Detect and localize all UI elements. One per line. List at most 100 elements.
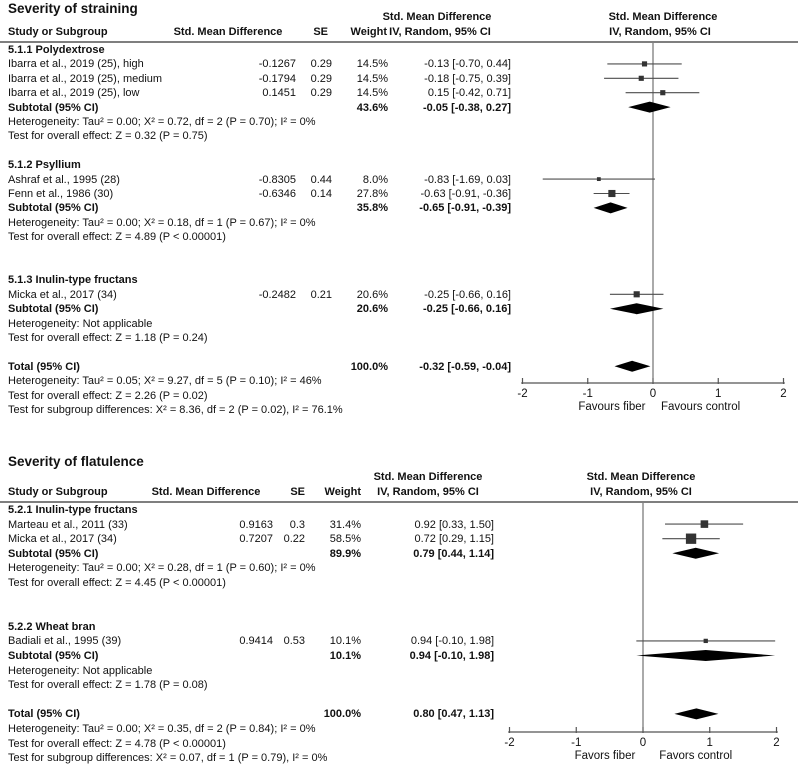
- study-marker: [596, 177, 601, 182]
- smd-value: -0.8305: [258, 173, 296, 186]
- weight-value: 35.8%: [356, 202, 388, 215]
- axis-tick-label: 2: [773, 737, 779, 749]
- study-marker: [641, 61, 648, 67]
- se-value: 0.3: [289, 518, 305, 531]
- study-label: Micka et al., 2017 (34): [8, 288, 117, 301]
- note-label: Heterogeneity: Tau² = 0.00; X² = 0.72, d…: [8, 116, 316, 128]
- study-label: Ashraf et al., 1995 (28): [8, 173, 120, 186]
- note-label: Test for overall effect: Z = 1.18 (P = 0…: [8, 332, 208, 344]
- axis-tick-label: -1: [583, 388, 593, 400]
- pooled-diamond: [672, 547, 720, 559]
- favours-right-label: Favours control: [661, 401, 740, 413]
- note-label: Test for overall effect: Z = 4.89 (P < 0…: [8, 231, 226, 244]
- smd-value: -0.1794: [258, 72, 296, 85]
- axis-tick-label: 2: [780, 388, 786, 400]
- pooled-diamond: [628, 101, 671, 113]
- axis-tick-label: 1: [715, 388, 721, 400]
- weight-value: 89.9%: [329, 547, 361, 560]
- axis-tick-label: 1: [707, 737, 713, 749]
- plot1-col-header-study: Study or Subgroup: [8, 26, 108, 38]
- weight-value: 10.1%: [329, 635, 361, 648]
- axis-tick-label: -2: [517, 388, 527, 400]
- section-label: 5.1.3 Inulin-type fructans: [8, 274, 138, 287]
- ci-value: -0.25 [-0.66, 0.16]: [424, 288, 511, 301]
- ci-value: 0.79 [0.44, 1.14]: [413, 547, 494, 560]
- plot2-header-rule: [0, 501, 798, 503]
- note-label: Test for overall effect: Z = 4.78 (P < 0…: [8, 737, 226, 750]
- plot1-col-header-se: SE: [313, 26, 328, 38]
- study-marker: [638, 75, 644, 81]
- se-value: 0.29: [310, 72, 332, 85]
- study-label: Ibarra et al., 2019 (25), low: [8, 87, 140, 100]
- ci-value: -0.05 [-0.38, 0.27]: [422, 101, 511, 114]
- se-value: 0.44: [310, 173, 332, 186]
- plot1-effect-col-header: Std. Mean Difference: [382, 11, 492, 23]
- plot2-effect-col-header: Std. Mean Difference: [373, 471, 483, 483]
- smd-value: 0.9163: [239, 518, 273, 531]
- axis-tick-label: 0: [650, 388, 656, 400]
- weight-value: 8.0%: [362, 173, 388, 186]
- section-label: 5.1.1 Polydextrose: [8, 44, 105, 56]
- section-label: 5.1.2 Psyllium: [8, 159, 81, 172]
- note-label: Test for overall effect: Z = 0.32 (P = 0…: [8, 130, 208, 143]
- pooled-diamond: [593, 202, 628, 214]
- section-label: 5.2.2 Wheat bran: [8, 620, 96, 633]
- weight-value: 20.6%: [356, 303, 388, 316]
- note-label: Heterogeneity: Tau² = 0.05; X² = 9.27, d…: [8, 375, 322, 388]
- se-value: 0.29: [310, 58, 332, 71]
- weight-value: 58.5%: [329, 533, 361, 546]
- weight-value: 14.5%: [356, 87, 388, 100]
- ci-value: 0.92 [0.33, 1.50]: [414, 518, 494, 531]
- study-label: Ibarra et al., 2019 (25), high: [8, 58, 144, 71]
- plot2-col-header-smd: Std. Mean Difference: [151, 486, 261, 498]
- se-value: 0.22: [283, 533, 305, 546]
- pooled-diamond: [674, 708, 719, 720]
- note-label: Test for overall effect: Z = 2.26 (P = 0…: [8, 389, 208, 402]
- smd-value: 0.9414: [239, 635, 273, 648]
- study-marker: [608, 189, 616, 198]
- ci-value: 0.94 [-0.10, 1.98]: [409, 650, 494, 662]
- se-value: 0.29: [310, 87, 332, 100]
- plot1-header-rule: [0, 41, 798, 43]
- plot1-graph-header-line1: Std. Mean Difference: [608, 11, 718, 23]
- plot2-graph-header-line2: IV, Random, 95% CI: [590, 486, 692, 498]
- ci-value: 0.80 [0.47, 1.13]: [413, 708, 494, 721]
- weight-value: 100.0%: [323, 708, 361, 721]
- note-label: Test for subgroup differences: X² = 8.36…: [8, 404, 343, 416]
- ci-value: -0.18 [-0.75, 0.39]: [424, 72, 511, 85]
- ci-value: -0.25 [-0.66, 0.16]: [422, 303, 511, 316]
- se-value: 0.21: [310, 288, 332, 301]
- study-label: Micka et al., 2017 (34): [8, 533, 117, 546]
- total-label: Total (95% CI): [8, 360, 80, 373]
- plot2-col-header-weight: Weight: [324, 486, 361, 498]
- smd-value: 0.7207: [239, 533, 273, 546]
- plot2-col-header-se: SE: [290, 486, 305, 498]
- plot2-col-header-model: IV, Random, 95% CI: [377, 486, 479, 498]
- favours-right-label: Favors control: [659, 750, 732, 762]
- favours-left-label: Favors fiber: [575, 750, 636, 762]
- note-label: Heterogeneity: Not applicable: [8, 317, 153, 330]
- subtotal-label: Subtotal (95% CI): [8, 650, 99, 662]
- pooled-diamond: [609, 303, 664, 315]
- study-marker: [685, 533, 697, 544]
- ci-value: -0.83 [-1.69, 0.03]: [424, 173, 511, 186]
- smd-value: -0.6346: [258, 188, 296, 200]
- favours-left-label: Favours fiber: [578, 401, 645, 413]
- ci-value: -0.32 [-0.59, -0.04]: [419, 360, 511, 373]
- note-label: Test for overall effect: Z = 1.78 (P = 0…: [8, 679, 208, 692]
- note-label: Heterogeneity: Tau² = 0.00; X² = 0.28, d…: [8, 562, 316, 575]
- study-marker: [700, 520, 709, 528]
- section-label: 5.2.1 Inulin-type fructans: [8, 504, 138, 516]
- study-marker: [660, 90, 666, 96]
- axis-tick-label: 0: [640, 737, 646, 749]
- weight-value: 100.0%: [350, 360, 388, 373]
- subtotal-label: Subtotal (95% CI): [8, 547, 99, 560]
- ci-value: 0.94 [-0.10, 1.98]: [410, 635, 494, 648]
- axis-tick-label: -1: [571, 737, 581, 749]
- ci-value: -0.65 [-0.91, -0.39]: [419, 202, 511, 215]
- ci-value: 0.72 [0.29, 1.15]: [414, 533, 494, 546]
- weight-value: 43.6%: [356, 101, 388, 114]
- note-label: Test for overall effect: Z = 4.45 (P < 0…: [8, 577, 226, 589]
- pooled-diamond: [636, 650, 776, 661]
